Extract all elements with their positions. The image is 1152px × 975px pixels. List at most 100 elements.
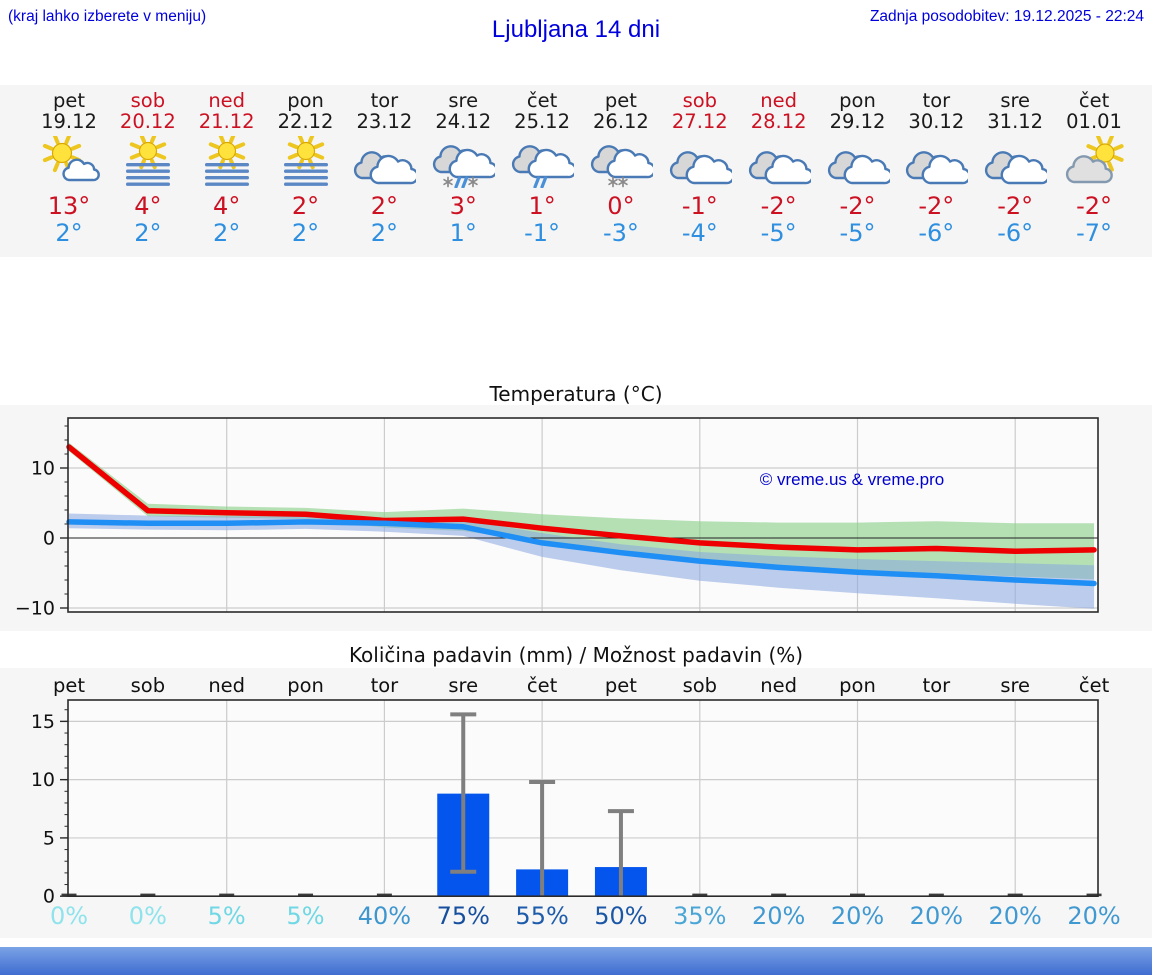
- temp-max: 0°: [607, 192, 635, 220]
- temp-max: 4°: [134, 192, 162, 220]
- temp-min: -7°: [1076, 219, 1113, 247]
- forecast-day-25.12[interactable]: čet 25.12 1° -1°: [499, 85, 585, 247]
- temp-ytick: 0: [43, 528, 55, 550]
- precip-probability: 5%: [207, 902, 246, 930]
- forecast-day-29.12[interactable]: pon 29.12 -2° -5°: [815, 85, 901, 247]
- temp-min: 2°: [213, 219, 241, 247]
- cloudy-icon: [354, 151, 417, 185]
- temp-max: -1°: [681, 192, 718, 220]
- precip-day-label: ned: [208, 674, 246, 697]
- temp-min: 2°: [55, 219, 83, 247]
- precip-probability: 20%: [909, 902, 964, 930]
- last-update-text: Zadnja posodobitev: 19.12.2025 - 22:24: [869, 8, 1144, 25]
- forecast-strip: pet 19.12 13° 2° sob 20.12 4° 2° ned 21.12 4° 2° pon…: [0, 85, 1152, 257]
- forecast-day-20.12[interactable]: sob 20.12 4° 2°: [105, 85, 191, 247]
- day-date: 23.12: [356, 110, 413, 133]
- day-name: ned: [760, 89, 797, 112]
- forecast-day-19.12[interactable]: pet 19.12 13° 2°: [26, 85, 112, 247]
- temperature-chart: 10 0 −10 © vreme.us & vreme.pro: [15, 417, 1099, 620]
- precip-probability-row: 0% 0% 5% 5% 40% 75% 55% 50% 35% 20% 20% 20% 20% 20%: [0, 902, 1152, 932]
- precip-probability: 75%: [436, 902, 490, 930]
- temp-max: -2°: [918, 192, 955, 220]
- day-name: čet: [526, 89, 558, 112]
- temp-min: -5°: [839, 219, 876, 247]
- precip-probability: 55%: [515, 902, 569, 930]
- forecast-day-21.12[interactable]: ned 21.12 4° 2°: [184, 85, 270, 247]
- cloud-sun-icon: [1065, 136, 1124, 184]
- sleet-icon: [433, 145, 496, 188]
- forecast-day-27.12[interactable]: sob 27.12 -1° -4°: [657, 85, 743, 247]
- precip-day-label: čet: [526, 674, 558, 697]
- forecast-day-31.12[interactable]: sre 31.12 -2° -6°: [972, 85, 1058, 247]
- temp-min: 2°: [134, 219, 162, 247]
- precip-probability: 5%: [286, 902, 325, 930]
- temp-min: 2°: [291, 219, 320, 247]
- temperature-chart-title: Temperatura (°C): [489, 382, 663, 406]
- precip-day-label: pet: [52, 674, 86, 697]
- temperature-chart-figure: 10 0 −10 © vreme.us & vreme.pro: [0, 405, 1152, 631]
- temp-min: 2°: [370, 219, 399, 247]
- temp-max: 1°: [528, 192, 556, 220]
- temp-max: 2°: [291, 192, 320, 220]
- temp-min: -3°: [602, 219, 639, 247]
- precip-probability: 0%: [128, 902, 167, 930]
- temp-min: -5°: [760, 219, 797, 247]
- day-name: pon: [287, 89, 324, 112]
- precip-probability: 0%: [49, 902, 89, 930]
- precip-day-label: sob: [682, 674, 718, 697]
- temp-max: -2°: [1076, 192, 1113, 220]
- day-name: ned: [208, 89, 246, 112]
- cloudy-icon: [985, 151, 1048, 185]
- sun-fog-icon: [125, 136, 170, 186]
- precip-probability: 35%: [673, 902, 727, 930]
- temp-max: 3°: [449, 192, 477, 220]
- precip-ytick: 10: [31, 769, 55, 791]
- temp-min: -6°: [997, 219, 1034, 247]
- temp-max: 4°: [213, 192, 241, 220]
- cloudy-icon: [827, 151, 890, 185]
- day-date: 31.12: [987, 110, 1044, 133]
- footer-bar: [0, 947, 1152, 975]
- precip-day-label: tor: [370, 674, 399, 697]
- sun-fog-icon: [204, 136, 249, 186]
- day-date: 21.12: [198, 110, 255, 133]
- forecast-day-22.12[interactable]: pon 22.12 2° 2°: [263, 85, 349, 247]
- temp-min: 1°: [449, 219, 477, 247]
- day-name: sre: [1000, 89, 1031, 112]
- forecast-day-01.01[interactable]: čet 01.01 -2° -7°: [1051, 85, 1137, 247]
- precip-day-label: čet: [1078, 674, 1110, 697]
- precip-ytick: 0: [43, 886, 55, 904]
- temp-min: -6°: [918, 219, 955, 247]
- day-name: sob: [130, 89, 166, 112]
- temp-max: 13°: [47, 192, 91, 220]
- precip-day-label: ned: [760, 674, 798, 697]
- precip-day-label: pon: [839, 674, 876, 697]
- precip-day-label: pet: [604, 674, 637, 697]
- day-name: čet: [1078, 89, 1110, 112]
- day-date: 24.12: [435, 110, 492, 133]
- temp-max: -2°: [997, 192, 1034, 220]
- day-name: pet: [604, 89, 637, 112]
- precip-day-label: sre: [448, 674, 479, 697]
- forecast-day-24.12[interactable]: sre 24.12 3° 1°: [420, 85, 506, 247]
- temp-ytick: −10: [15, 598, 55, 620]
- cloudy-icon: [906, 151, 969, 185]
- day-name: sob: [682, 89, 718, 112]
- forecast-day-28.12[interactable]: ned 28.12 -2° -5°: [736, 85, 822, 247]
- forecast-day-26.12[interactable]: pet 26.12 0° -3°: [578, 85, 664, 247]
- day-date: 20.12: [119, 110, 176, 133]
- day-date: 28.12: [750, 110, 807, 133]
- forecast-day-23.12[interactable]: tor 23.12 2° 2°: [341, 85, 427, 247]
- forecast-day-30.12[interactable]: tor 30.12 -2° -6°: [893, 85, 979, 247]
- day-name: sre: [448, 89, 479, 112]
- sun-cloud-icon: [42, 136, 100, 182]
- temp-min: -1°: [524, 219, 561, 247]
- day-date: 26.12: [593, 110, 649, 133]
- precip-probability: 50%: [594, 902, 648, 930]
- temp-max: -2°: [839, 192, 876, 220]
- precip-probability: 20%: [751, 902, 806, 930]
- precipitation-chart-title: Količina padavin (mm) / Možnost padavin …: [348, 643, 804, 667]
- precip-probability: 40%: [357, 902, 412, 930]
- temp-ytick: 10: [31, 458, 55, 480]
